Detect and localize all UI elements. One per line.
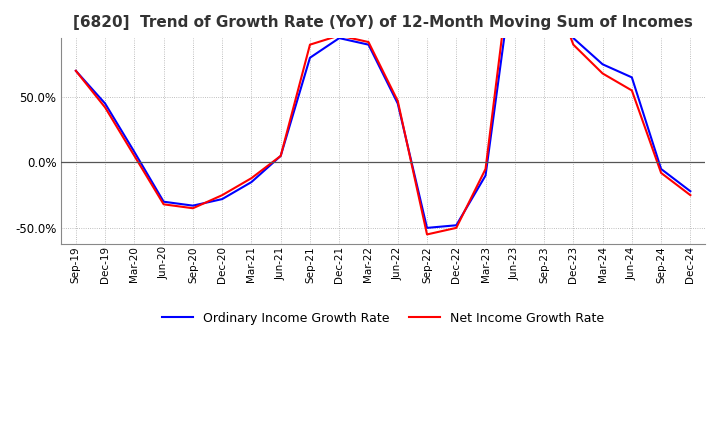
Net Income Growth Rate	[628, 88, 636, 93]
Ordinary Income Growth Rate	[101, 101, 109, 106]
Net Income Growth Rate	[481, 166, 490, 172]
Net Income Growth Rate	[452, 225, 461, 231]
Ordinary Income Growth Rate	[657, 166, 665, 172]
Ordinary Income Growth Rate	[452, 223, 461, 228]
Ordinary Income Growth Rate	[130, 149, 139, 154]
Net Income Growth Rate	[101, 105, 109, 110]
Ordinary Income Growth Rate	[306, 55, 315, 60]
Ordinary Income Growth Rate	[393, 101, 402, 106]
Net Income Growth Rate	[218, 193, 227, 198]
Net Income Growth Rate	[276, 153, 285, 158]
Net Income Growth Rate	[189, 205, 197, 211]
Ordinary Income Growth Rate	[159, 199, 168, 204]
Line: Ordinary Income Growth Rate: Ordinary Income Growth Rate	[76, 0, 690, 228]
Title: [6820]  Trend of Growth Rate (YoY) of 12-Month Moving Sum of Incomes: [6820] Trend of Growth Rate (YoY) of 12-…	[73, 15, 693, 30]
Net Income Growth Rate	[686, 193, 695, 198]
Line: Net Income Growth Rate: Net Income Growth Rate	[76, 0, 690, 235]
Net Income Growth Rate	[71, 68, 80, 73]
Ordinary Income Growth Rate	[569, 36, 577, 41]
Ordinary Income Growth Rate	[481, 173, 490, 178]
Ordinary Income Growth Rate	[218, 196, 227, 202]
Ordinary Income Growth Rate	[686, 189, 695, 194]
Ordinary Income Growth Rate	[71, 68, 80, 73]
Net Income Growth Rate	[423, 232, 431, 237]
Net Income Growth Rate	[130, 153, 139, 158]
Ordinary Income Growth Rate	[628, 75, 636, 80]
Ordinary Income Growth Rate	[189, 203, 197, 208]
Ordinary Income Growth Rate	[364, 42, 373, 47]
Ordinary Income Growth Rate	[598, 62, 607, 67]
Ordinary Income Growth Rate	[247, 180, 256, 185]
Net Income Growth Rate	[247, 176, 256, 181]
Net Income Growth Rate	[598, 71, 607, 76]
Net Income Growth Rate	[657, 170, 665, 176]
Net Income Growth Rate	[364, 40, 373, 45]
Ordinary Income Growth Rate	[335, 36, 343, 41]
Net Income Growth Rate	[393, 98, 402, 103]
Net Income Growth Rate	[306, 42, 315, 47]
Net Income Growth Rate	[335, 33, 343, 38]
Ordinary Income Growth Rate	[276, 153, 285, 158]
Net Income Growth Rate	[159, 202, 168, 207]
Net Income Growth Rate	[569, 42, 577, 47]
Legend: Ordinary Income Growth Rate, Net Income Growth Rate: Ordinary Income Growth Rate, Net Income …	[157, 307, 609, 330]
Ordinary Income Growth Rate	[423, 225, 431, 231]
